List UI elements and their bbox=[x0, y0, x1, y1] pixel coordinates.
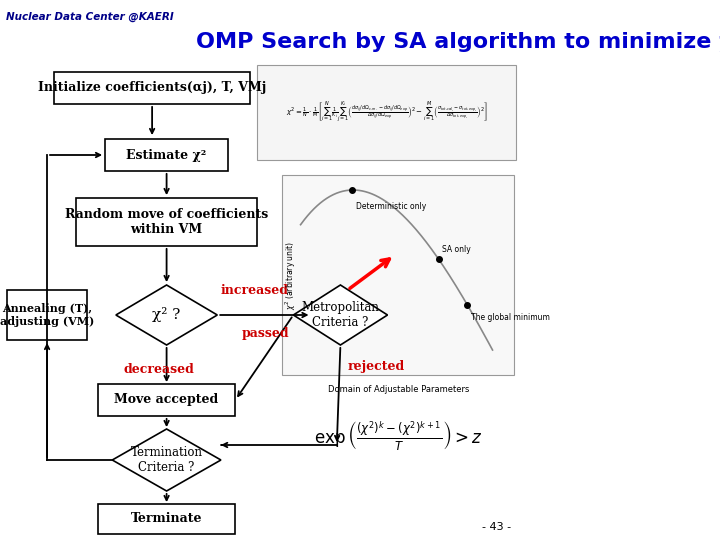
FancyBboxPatch shape bbox=[257, 65, 516, 160]
FancyBboxPatch shape bbox=[76, 198, 257, 246]
Text: Annealing (T),
adjusting (VM): Annealing (T), adjusting (VM) bbox=[0, 303, 94, 327]
Text: χ² ?: χ² ? bbox=[153, 307, 181, 322]
Text: Deterministic only: Deterministic only bbox=[356, 202, 426, 211]
FancyBboxPatch shape bbox=[105, 139, 228, 171]
FancyBboxPatch shape bbox=[7, 290, 87, 340]
FancyBboxPatch shape bbox=[282, 175, 514, 375]
FancyBboxPatch shape bbox=[98, 504, 235, 534]
Text: Terminate: Terminate bbox=[131, 512, 202, 525]
Text: $\exp\left(\frac{(\chi^2)^k - (\chi^2)^{k+1}}{T}\right) > z$: $\exp\left(\frac{(\chi^2)^k - (\chi^2)^{… bbox=[314, 420, 483, 453]
Text: $\chi^2$ (arbitrary unit): $\chi^2$ (arbitrary unit) bbox=[284, 240, 298, 309]
Text: increased: increased bbox=[221, 284, 289, 297]
Text: Move accepted: Move accepted bbox=[114, 394, 219, 407]
Text: rejected: rejected bbox=[348, 360, 405, 373]
Polygon shape bbox=[116, 285, 217, 345]
FancyBboxPatch shape bbox=[54, 72, 250, 104]
Polygon shape bbox=[293, 285, 387, 345]
Text: OMP Search by SA algorithm to minimize χ²: OMP Search by SA algorithm to minimize χ… bbox=[196, 32, 720, 52]
Text: Estimate χ²: Estimate χ² bbox=[127, 148, 207, 161]
Polygon shape bbox=[112, 429, 221, 491]
Text: Random move of coefficients
within VM: Random move of coefficients within VM bbox=[65, 208, 269, 236]
Text: Nuclear Data Center @KAERI: Nuclear Data Center @KAERI bbox=[6, 12, 174, 22]
Text: decreased: decreased bbox=[124, 363, 195, 376]
Text: $\chi^2 = \frac{1}{N} \cdot \frac{1}{M} \left[ \sum_{i=1}^{N} \frac{1}{K_i} \sum: $\chi^2 = \frac{1}{N} \cdot \frac{1}{M} … bbox=[286, 99, 487, 125]
Text: SA only: SA only bbox=[442, 245, 471, 254]
Text: The global minimum: The global minimum bbox=[471, 313, 550, 322]
Text: passed: passed bbox=[242, 327, 289, 340]
Text: Initialize coefficients(αj), T, VMj: Initialize coefficients(αj), T, VMj bbox=[38, 82, 266, 94]
FancyBboxPatch shape bbox=[98, 384, 235, 416]
Text: - 43 -: - 43 - bbox=[482, 522, 510, 532]
Text: Termination
Criteria ?: Termination Criteria ? bbox=[130, 446, 202, 474]
Text: Domain of Adjustable Parameters: Domain of Adjustable Parameters bbox=[328, 385, 469, 394]
Text: Metropolitan
Criteria ?: Metropolitan Criteria ? bbox=[302, 301, 379, 329]
